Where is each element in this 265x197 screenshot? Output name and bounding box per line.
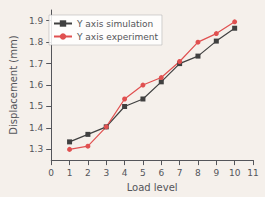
svg-text:0: 0 [48, 168, 54, 178]
svg-text:1.9: 1.9 [29, 16, 44, 26]
svg-text:Load level: Load level [127, 182, 178, 193]
svg-text:2: 2 [85, 168, 91, 178]
svg-text:1.5: 1.5 [29, 101, 43, 111]
svg-text:5: 5 [140, 168, 146, 178]
svg-text:8: 8 [195, 168, 201, 178]
svg-text:1.7: 1.7 [29, 59, 43, 69]
svg-text:Y axis simulation: Y axis simulation [76, 19, 153, 29]
svg-text:1.3: 1.3 [29, 144, 43, 154]
svg-text:9: 9 [213, 168, 219, 178]
svg-text:11: 11 [247, 168, 258, 178]
svg-text:Y axis experiment: Y axis experiment [76, 32, 158, 42]
svg-text:7: 7 [177, 168, 183, 178]
svg-text:4: 4 [122, 168, 128, 178]
svg-text:1: 1 [67, 168, 73, 178]
svg-text:10: 10 [229, 168, 241, 178]
svg-text:1.6: 1.6 [29, 80, 44, 90]
svg-text:Displacement (mm): Displacement (mm) [8, 35, 19, 134]
svg-text:6: 6 [158, 168, 164, 178]
svg-text:1.8: 1.8 [29, 37, 44, 47]
svg-text:3: 3 [103, 168, 109, 178]
svg-text:1.4: 1.4 [29, 123, 44, 133]
